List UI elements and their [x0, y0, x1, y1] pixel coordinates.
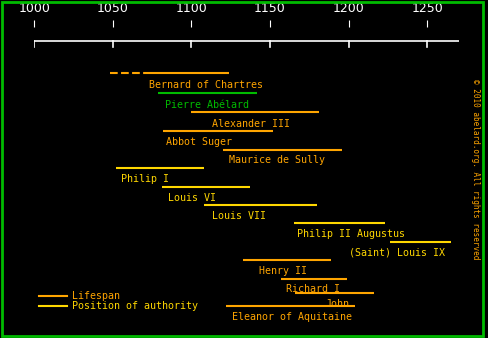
Text: Philip II Augustus: Philip II Augustus — [297, 229, 405, 239]
Text: John: John — [325, 298, 349, 309]
Text: Maurice de Sully: Maurice de Sully — [229, 155, 325, 166]
Text: Pierre Abélard: Pierre Abélard — [164, 100, 249, 110]
Text: Position of authority: Position of authority — [72, 301, 198, 311]
Text: Alexander III: Alexander III — [212, 119, 290, 129]
Text: (Saint) Louis IX: (Saint) Louis IX — [348, 248, 445, 258]
Text: Philip I: Philip I — [121, 174, 169, 184]
Text: Louis VI: Louis VI — [168, 193, 216, 202]
Text: Eleanor of Aquitaine: Eleanor of Aquitaine — [232, 312, 352, 322]
Text: Lifespan: Lifespan — [72, 291, 120, 301]
Text: Abbot Suger: Abbot Suger — [166, 137, 232, 147]
Text: © 2010 abelard.org. All rights reserved: © 2010 abelard.org. All rights reserved — [471, 79, 480, 259]
Text: Richard I: Richard I — [286, 285, 340, 294]
Text: Henry II: Henry II — [259, 266, 307, 276]
Text: Louis VII: Louis VII — [212, 211, 266, 221]
Text: Bernard of Chartres: Bernard of Chartres — [149, 80, 263, 90]
